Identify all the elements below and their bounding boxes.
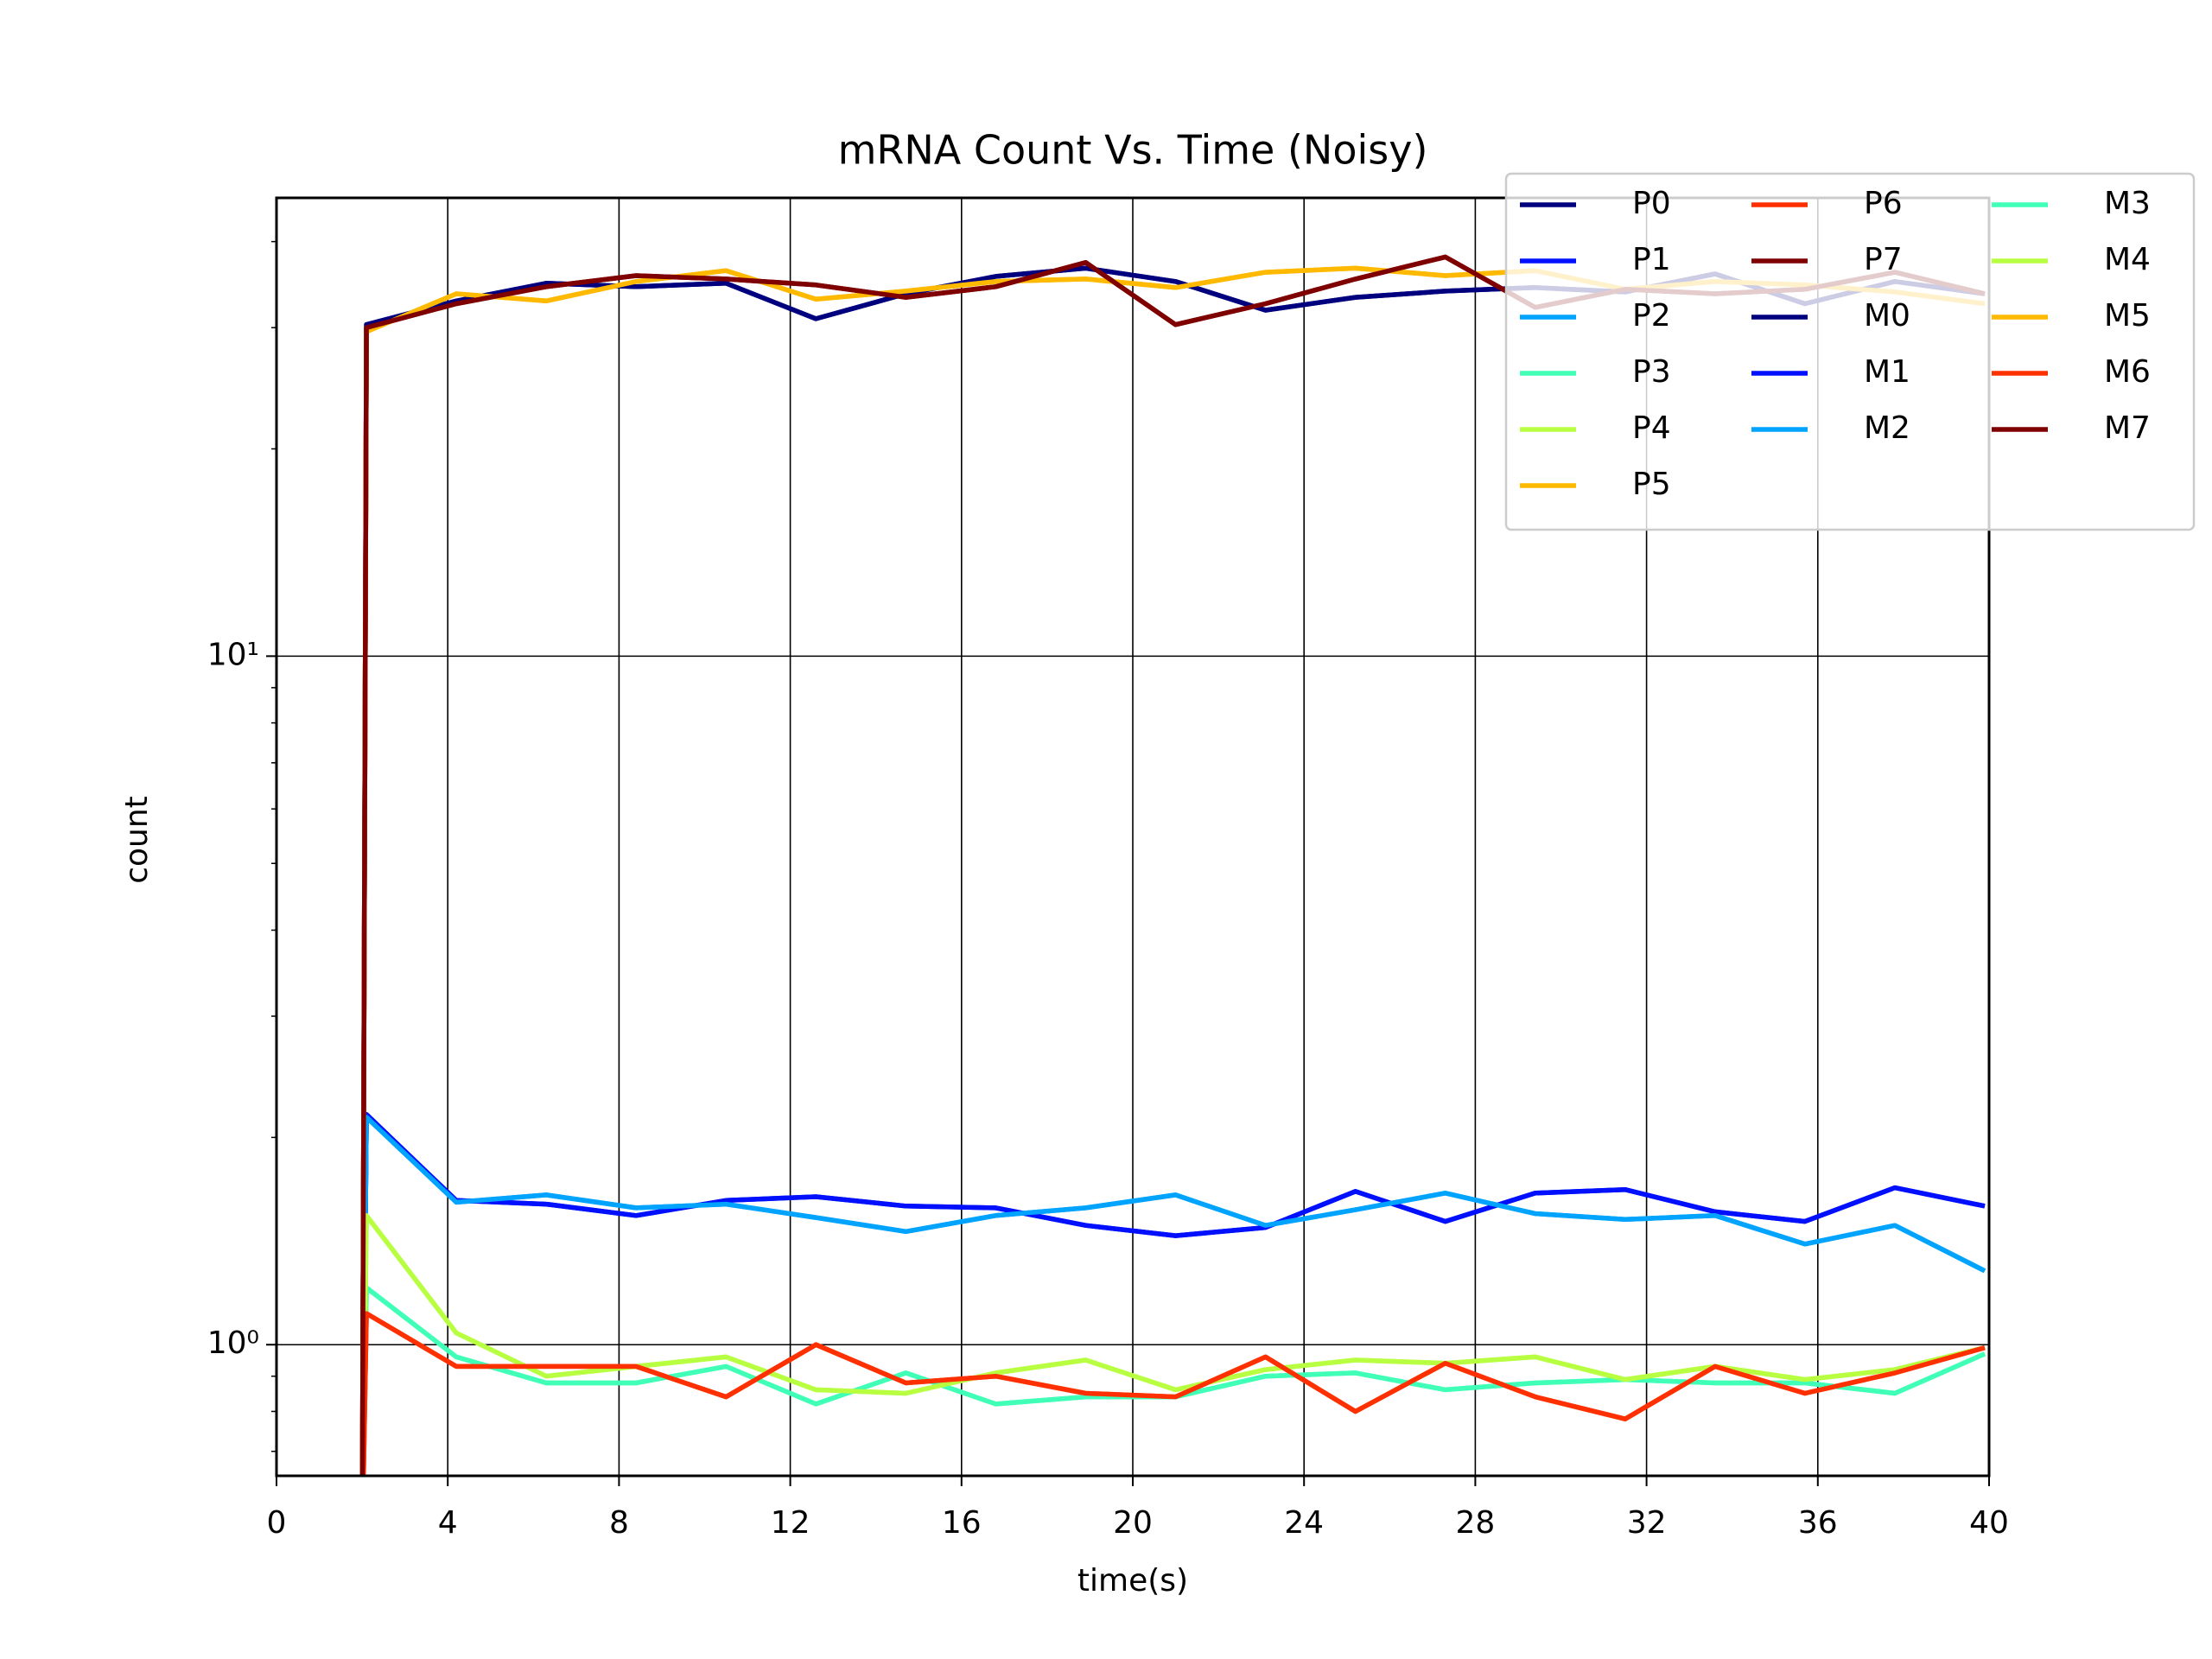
series-line (360, 1111, 1986, 1476)
x-tick-label: 20 (1113, 1505, 1153, 1541)
x-tick-label: 40 (1969, 1505, 2009, 1541)
x-tick-label: 12 (771, 1505, 810, 1541)
legend-label: P3 (1632, 354, 1671, 390)
x-tick-label: 24 (1284, 1505, 1324, 1541)
legend-label: M2 (1864, 410, 1910, 446)
legend-label: M6 (2104, 354, 2151, 390)
chart-title: mRNA Count Vs. Time (Noisy) (838, 127, 1428, 174)
x-tick-label: 28 (1455, 1505, 1495, 1541)
legend-label: M4 (2104, 242, 2151, 277)
legend-label: P1 (1632, 242, 1671, 277)
x-tick-label: 32 (1627, 1505, 1667, 1541)
legend: P0 P1 P2 P3 P4 P5 P6 P7 M0 M1 M2 M3 M4 M5 M6 M7 (1504, 172, 2196, 531)
series-line (360, 1311, 1986, 1476)
legend-label: P2 (1632, 298, 1671, 334)
y-tick-label: 10⁰ (207, 1325, 259, 1361)
series-line (360, 1115, 1986, 1476)
y-tick-label: 10¹ (207, 637, 259, 672)
legend-label: M5 (2104, 298, 2151, 334)
legend-label: P0 (1632, 186, 1671, 221)
legend-label: P4 (1632, 410, 1671, 446)
legend-label: P5 (1632, 467, 1671, 502)
y-axis-label: count (119, 796, 155, 884)
legend-label: M0 (1864, 298, 1910, 334)
x-tick-label: 8 (609, 1505, 629, 1541)
legend-label: P7 (1864, 242, 1903, 277)
x-tick-label: 0 (267, 1505, 287, 1541)
legend-label: M3 (2104, 186, 2151, 221)
x-tick-label: 36 (1798, 1505, 1838, 1541)
x-axis-label: time(s) (1077, 1563, 1188, 1599)
legend-label: P6 (1864, 186, 1903, 221)
x-tick-label: 4 (438, 1505, 458, 1541)
legend-label: M7 (2104, 410, 2151, 446)
series-line (360, 1213, 1986, 1476)
x-tick-label: 16 (942, 1505, 982, 1541)
legend-box (1504, 172, 2196, 531)
legend-label: M1 (1864, 354, 1910, 390)
ticks: 0 4 8 12 16 20 24 28 32 36 40 10⁰ 10¹ (207, 240, 2009, 1541)
